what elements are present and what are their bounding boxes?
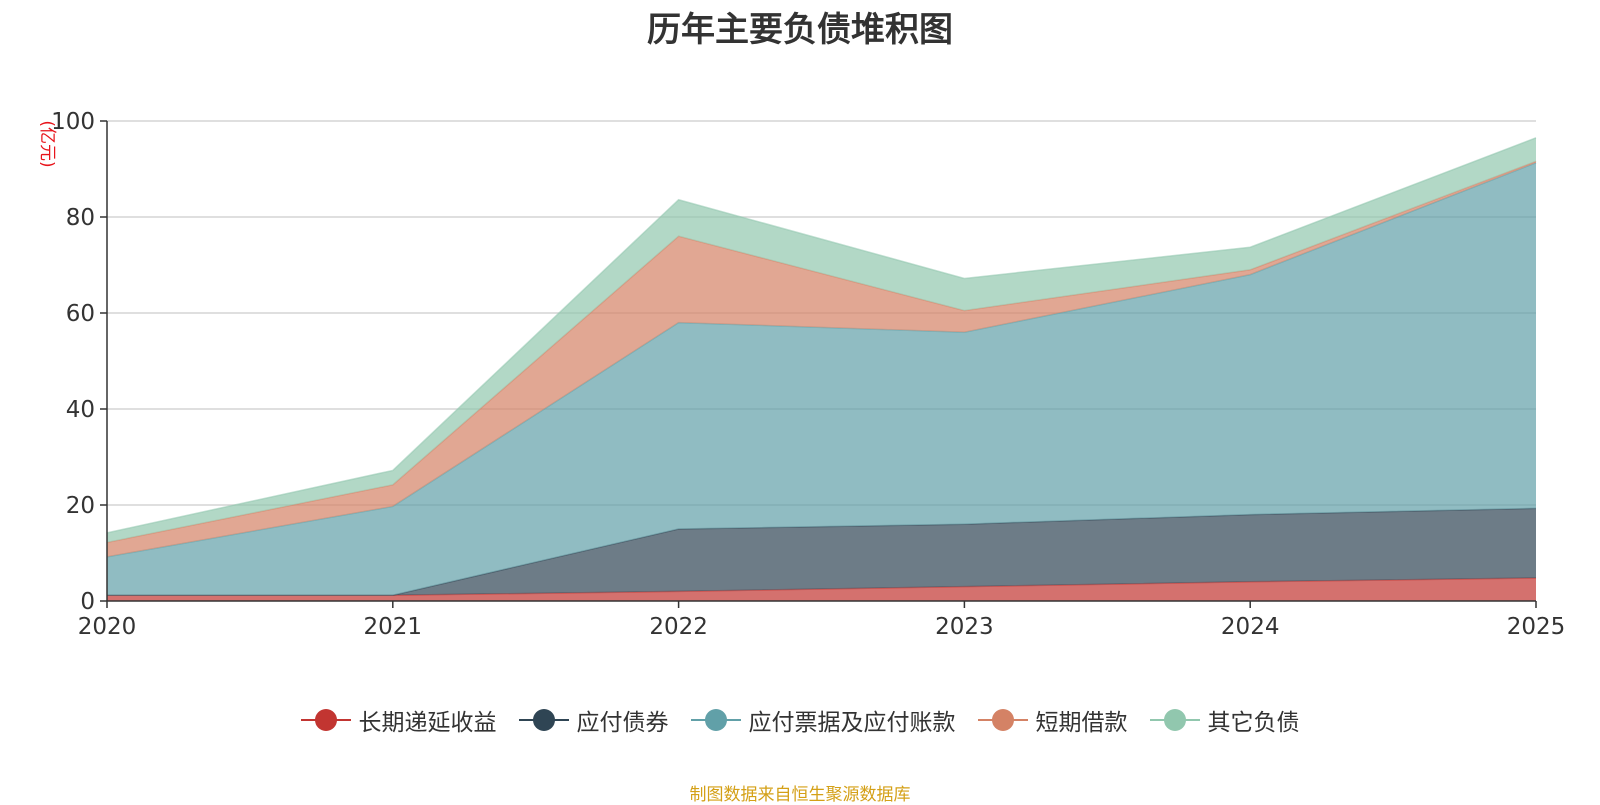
x-tick-label-2023: 2023 <box>935 614 994 640</box>
y-tick-label-80: 80 <box>66 205 95 231</box>
y-tick-label-20: 20 <box>66 493 95 519</box>
x-tick-label-2025: 2025 <box>1507 614 1566 640</box>
legend-label: 其它负债 <box>1207 710 1300 736</box>
legend-item-3[interactable]: 短期借款 <box>977 703 1128 737</box>
legend-marker-icon <box>690 708 741 732</box>
area-series-3[interactable] <box>107 161 1536 557</box>
legend-marker-icon <box>1149 708 1200 732</box>
legend-label: 长期递延收益 <box>358 710 497 736</box>
y-tick-label-0: 0 <box>80 589 95 615</box>
y-axis-unit-label: (亿元) <box>37 120 57 167</box>
x-tick-label-2020: 2020 <box>78 614 137 640</box>
legend-label: 应付债券 <box>576 710 669 736</box>
area-series-edge-4 <box>106 137 1537 534</box>
legend-label: 短期借款 <box>1035 710 1128 736</box>
area-series-1[interactable] <box>107 508 1536 596</box>
y-tick-label-100: 100 <box>51 109 95 135</box>
stacked-areas <box>106 137 1537 601</box>
legend-item-2[interactable]: 应付票据及应付账款 <box>690 703 956 737</box>
y-tick-label-60: 60 <box>66 301 95 327</box>
x-tick-label-2022: 2022 <box>649 614 708 640</box>
axes: 0 20 40 60 80 100 2020 2021 2022 2023 2024 2025 <box>51 109 1565 640</box>
legend-marker-icon <box>518 708 569 732</box>
legend-item-4[interactable]: 其它负债 <box>1149 703 1300 737</box>
legend-item-1[interactable]: 应付债券 <box>518 703 669 737</box>
legend: 长期递延收益 应付债券 应付票据及应付账款 短期借款 其它负债 <box>0 702 1600 738</box>
x-tick-label-2021: 2021 <box>364 614 423 640</box>
legend-item-0[interactable]: 长期递延收益 <box>300 703 497 737</box>
y-tick-label-40: 40 <box>66 397 95 423</box>
chart-title: 历年主要负债堆积图 <box>647 10 953 50</box>
legend-marker-icon <box>300 708 351 732</box>
legend-marker-icon <box>977 708 1028 732</box>
source-note: 制图数据来自恒生聚源数据库 <box>689 785 911 805</box>
x-tick-label-2024: 2024 <box>1221 614 1280 640</box>
area-series-2[interactable] <box>107 162 1536 596</box>
legend-label: 应付票据及应付账款 <box>748 710 956 736</box>
